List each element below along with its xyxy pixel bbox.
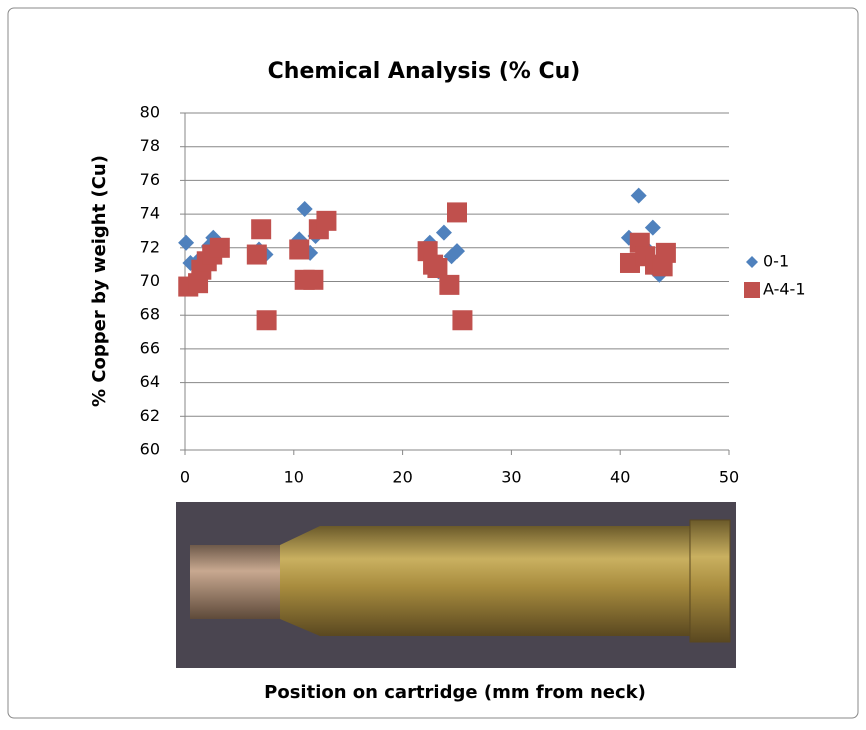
legend-label: A-4-1: [763, 280, 806, 299]
y-tick-label: 74: [140, 204, 160, 223]
data-point: [303, 269, 324, 290]
y-tick-label: 60: [140, 440, 160, 459]
cartridge-photo: [176, 502, 736, 668]
chart-title: Chemical Analysis (% Cu): [268, 59, 581, 84]
y-tick-label: 64: [140, 372, 160, 391]
data-point: [209, 237, 230, 258]
y-axis-label: % Copper by weight (Cu): [89, 155, 110, 407]
data-point: [316, 210, 337, 231]
data-point: [439, 274, 460, 295]
legend-marker: [746, 256, 758, 268]
y-tick-label: 62: [140, 406, 160, 425]
x-tick-label: 10: [284, 468, 304, 487]
x-tick-label: 50: [719, 468, 739, 487]
data-point: [452, 310, 473, 331]
x-tick-label: 0: [180, 468, 190, 487]
x-tick-label: 40: [610, 468, 630, 487]
data-point: [435, 224, 452, 241]
data-point: [449, 243, 465, 260]
data-point: [296, 201, 313, 218]
y-tick-label: 68: [140, 305, 160, 324]
y-tick-label: 66: [140, 338, 160, 357]
data-point: [427, 258, 448, 279]
data-point: [178, 234, 195, 251]
data-point: [256, 310, 277, 331]
data-point: [289, 239, 310, 260]
y-tick-label: 80: [140, 103, 160, 122]
data-point: [630, 187, 647, 204]
data-point: [644, 219, 661, 236]
x-tick-label: 20: [392, 468, 412, 487]
data-point: [246, 244, 267, 265]
data-point: [619, 252, 640, 273]
y-tick-label: 76: [140, 170, 160, 189]
legend-label: 0-1: [763, 252, 789, 271]
legend-marker: [744, 282, 760, 298]
x-axis-label: Position on cartridge (mm from neck): [264, 682, 646, 703]
y-tick-label: 72: [140, 237, 160, 256]
data-point: [447, 202, 467, 223]
data-point: [655, 242, 676, 263]
y-tick-label: 78: [140, 136, 160, 155]
x-tick-label: 30: [501, 468, 521, 487]
data-point: [251, 219, 272, 240]
y-tick-label: 70: [140, 271, 160, 290]
